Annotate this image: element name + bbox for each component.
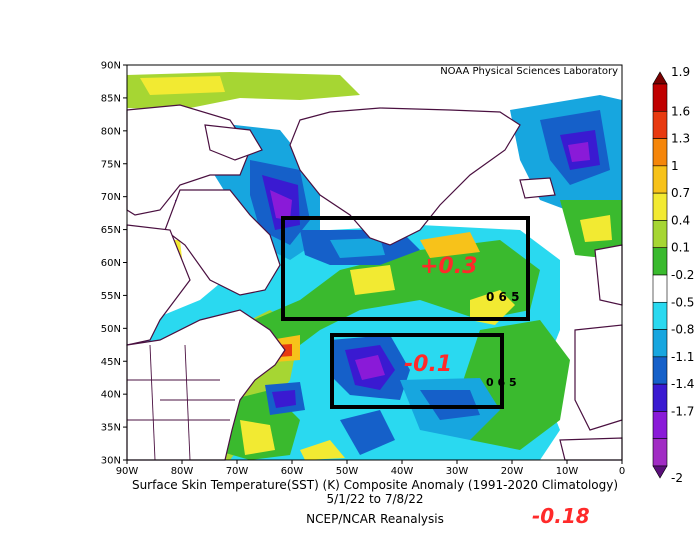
colorbar-label: -1.7 <box>671 404 694 418</box>
small-mark-5: 5 <box>509 376 517 389</box>
colorbar-segment <box>652 329 668 358</box>
colorbar-segment <box>652 274 668 303</box>
colorbar-segment <box>652 411 668 440</box>
lon-tick-label: 80W <box>171 466 194 477</box>
colorbar-bottom-arrow <box>652 465 668 479</box>
lon-tick-label: 50W <box>336 466 359 477</box>
colorbar: 1.9 1.6 1.3 1 0.7 0.4 0.1 -0.2 -0.5 -0.8 -1.1 -1.4 -… <box>652 65 694 485</box>
land-outlines <box>126 104 623 461</box>
handwritten-note-south: -0.1 <box>404 352 453 377</box>
colorbar-label: 1.6 <box>671 104 690 118</box>
lat-tick-label: 80N <box>101 126 121 137</box>
small-mark-0: 0 <box>486 290 495 304</box>
lon-tick-label: 30W <box>446 466 469 477</box>
colorbar-segment <box>652 138 668 167</box>
small-mark-north: 0 6 5 <box>486 290 519 304</box>
colorbar-segment <box>652 356 668 385</box>
small-mark-1: 6 <box>498 290 507 304</box>
colorbar-label: 0.7 <box>671 186 690 200</box>
lon-tick-label: 90W <box>116 466 139 477</box>
colorbar-label: -0.5 <box>671 295 694 309</box>
colorbar-segment <box>652 438 668 467</box>
caption-line3: NCEP/NCAR Reanalysis <box>306 512 444 526</box>
lat-tick-label: 30N <box>101 456 121 467</box>
lon-tick-label: 10W <box>556 466 579 477</box>
colorbar-label: 1 <box>671 159 679 173</box>
colorbar-segment <box>652 165 668 194</box>
small-mark-3: 0 <box>486 376 494 389</box>
lat-tick-label: 50N <box>101 324 121 335</box>
lat-tick-label: 40N <box>101 390 121 401</box>
small-mark-4: 6 <box>497 376 506 389</box>
colorbar-label: 1.9 <box>671 65 690 79</box>
handwritten-note-north: +0.3 <box>420 254 478 279</box>
colorbar-segment <box>652 83 668 112</box>
colorbar-label: -1.4 <box>671 377 694 391</box>
colorbar-top-arrow <box>652 71 668 85</box>
lon-tick-label: 20W <box>501 466 524 477</box>
lat-tick-label: 75N <box>101 159 121 170</box>
latitude-axis: 90N 85N 80N 75N 70N 65N 60N 55N 50N 45N 40N 35N 30N <box>101 61 127 467</box>
lat-tick-label: 35N <box>101 423 121 434</box>
colorbar-label: 0.1 <box>671 241 690 255</box>
handwritten-note-overall: -0.18 <box>532 504 590 528</box>
greenland-landmass <box>289 107 521 246</box>
lat-tick-label: 90N <box>101 61 121 72</box>
lat-tick-label: 70N <box>101 192 121 203</box>
colorbar-label: -1.1 <box>671 350 694 364</box>
credit-label: NOAA Physical Sciences Laboratory <box>440 66 618 77</box>
small-mark-south: 0 6 5 <box>486 376 517 389</box>
lon-tick-label: 70W <box>226 466 249 477</box>
colorbar-segment <box>652 192 668 221</box>
lat-tick-label: 45N <box>101 357 121 368</box>
colorbar-label: -0.8 <box>671 323 694 337</box>
lat-tick-label: 60N <box>101 258 121 269</box>
lon-tick-label: 60W <box>281 466 304 477</box>
lon-tick-label: 40W <box>391 466 414 477</box>
annotation-box-south <box>330 333 504 409</box>
caption-line2: 5/1/22 to 7/8/22 <box>326 492 424 506</box>
colorbar-segment <box>652 383 668 412</box>
small-mark-2: 5 <box>511 290 520 304</box>
lon-tick-label: 0 <box>619 466 625 477</box>
colorbar-segment <box>652 247 668 276</box>
colorbar-label: 0.4 <box>671 213 690 227</box>
colorbar-label: 1.3 <box>671 132 690 146</box>
colorbar-label: -0.2 <box>671 268 694 282</box>
lat-tick-label: 55N <box>101 291 121 302</box>
colorbar-segment <box>652 220 668 249</box>
state-borders <box>127 344 235 461</box>
longitude-axis: 90W 80W 70W 60W 50W 40W 30W 20W 10W 0 <box>116 460 625 477</box>
lat-tick-label: 85N <box>101 93 121 104</box>
colorbar-segment <box>652 110 668 139</box>
lat-tick-label: 65N <box>101 225 121 236</box>
colorbar-label: -2 <box>671 471 683 485</box>
annotation-box-north <box>281 216 530 321</box>
caption-line1: Surface Skin Temperature(SST) (K) Compos… <box>131 478 619 492</box>
colorbar-segment <box>652 301 668 330</box>
